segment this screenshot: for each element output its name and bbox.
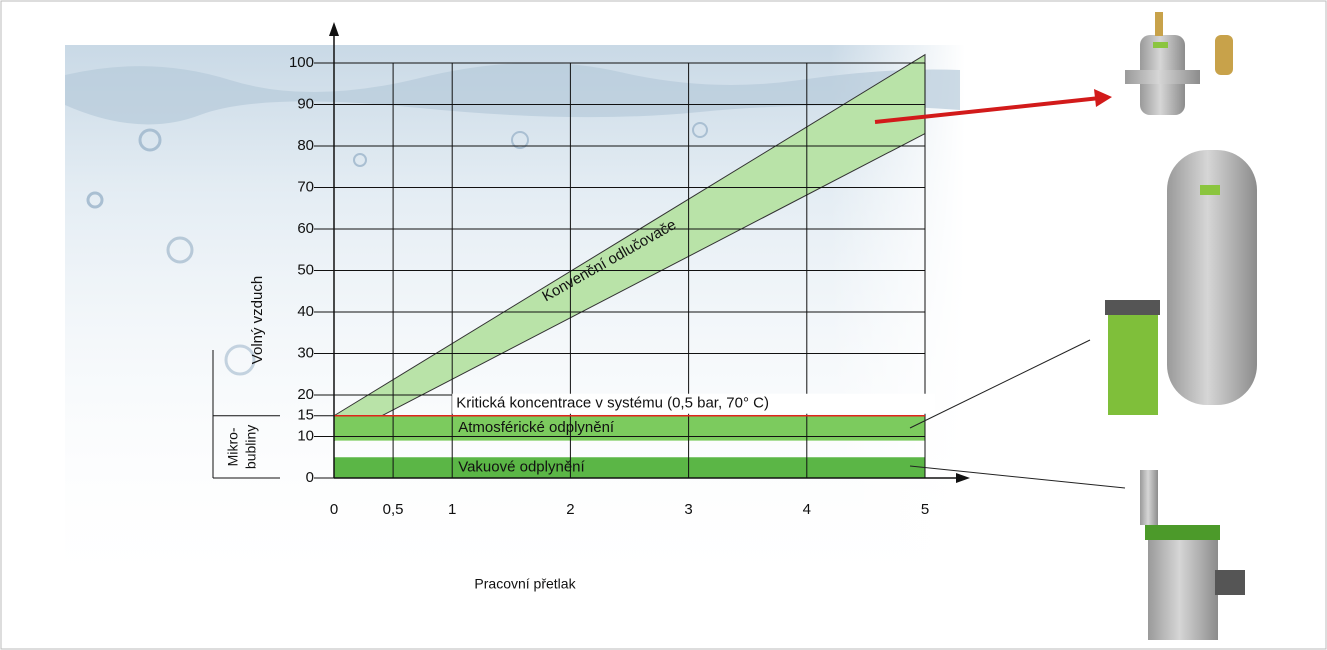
series-label: Atmosférické odplynění xyxy=(458,419,615,436)
y-tick-label: 30 xyxy=(297,344,314,361)
chart: 0 10 15 20 30 40 50 60 70 80 90 100 0 0,5 1 2 3 4 5 Kritick… xyxy=(0,0,1327,650)
x-tick-label: 5 xyxy=(921,501,929,518)
x-tick-label: 2 xyxy=(566,501,574,518)
bracket-label: Mikro- xyxy=(225,427,241,466)
y-tick-label: 10 xyxy=(297,427,314,444)
y-tick-label: 60 xyxy=(297,220,314,237)
x-tick-label: 0,5 xyxy=(383,501,404,518)
y-tick-label: 70 xyxy=(297,178,314,195)
reference-label: Kritická koncentrace v systému (0,5 bar,… xyxy=(456,395,769,412)
y-axis-label: Volný vzduch xyxy=(249,276,266,364)
band xyxy=(334,457,925,478)
y-tick-label: 0 xyxy=(306,469,314,486)
bracket-label: bubliny xyxy=(243,425,259,469)
y-tick-label: 15 xyxy=(297,407,314,424)
x-tick-label: 3 xyxy=(684,501,692,518)
x-tick-label: 0 xyxy=(330,501,338,518)
y-tick-label: 100 xyxy=(289,54,314,71)
series-label: Vakuové odplynění xyxy=(458,459,585,476)
y-tick-label: 90 xyxy=(297,95,314,112)
x-tick-label: 1 xyxy=(448,501,456,518)
y-tick-label: 20 xyxy=(297,386,314,403)
y-tick-label: 50 xyxy=(297,261,314,278)
x-axis-label: Pracovní přetlak xyxy=(474,576,576,592)
y-tick-label: 80 xyxy=(297,137,314,154)
x-tick-label: 4 xyxy=(803,501,811,518)
y-tick-label: 40 xyxy=(297,303,314,320)
